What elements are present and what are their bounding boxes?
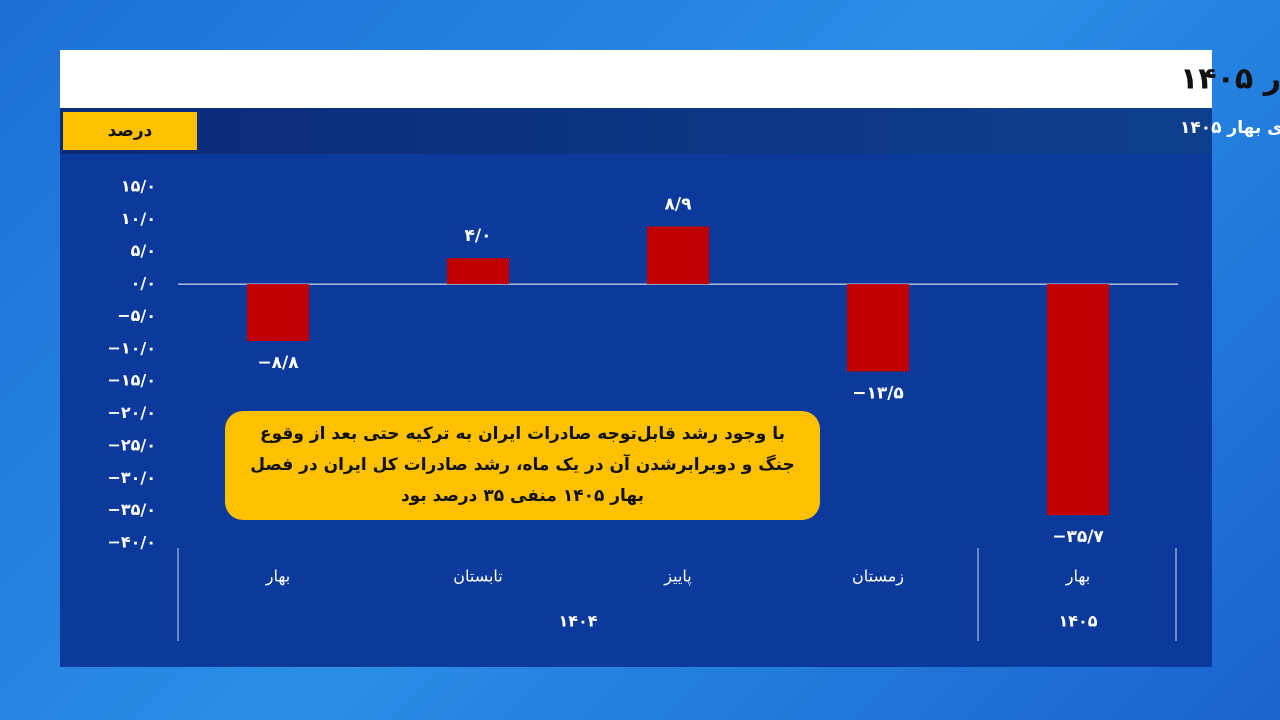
title-bar xyxy=(60,50,1212,108)
chart-subtitle: مرکز آمار – گزارش رشد اقتصادی بهار ۱۴۰۵ xyxy=(1180,116,1280,138)
y-tick-label: ۱۰/۰ xyxy=(121,209,156,228)
value-label: ۴/۰ xyxy=(465,226,492,246)
x-tick-label: پاییز xyxy=(663,567,691,587)
y-tick-label: −۳۵/۰ xyxy=(107,500,156,519)
y-tick-label: −۳۰/۰ xyxy=(107,468,156,487)
subtitle-bar xyxy=(60,108,1212,154)
value-label: −۸/۸ xyxy=(257,353,299,373)
group-label: ۱۴۰۵ xyxy=(1058,612,1097,631)
bar xyxy=(447,258,509,285)
group-label: ۱۴۰۴ xyxy=(558,612,597,631)
y-tick-label: −۲۰/۰ xyxy=(107,403,156,422)
x-tick-label: زمستان xyxy=(852,567,904,587)
chart-title: رشد صادرات تا بهار ۱۴۰۵ xyxy=(1180,62,1280,97)
annotation: با وجود رشد قابل‌توجه صادرات ایران به تر… xyxy=(225,411,820,520)
unit-box xyxy=(63,112,197,150)
unit-label: درصد xyxy=(108,121,153,141)
bar xyxy=(1047,284,1109,516)
y-tick-label: −۱۰/۰ xyxy=(107,338,156,357)
bar xyxy=(647,226,709,285)
x-tick-label: تابستان xyxy=(453,567,503,586)
x-tick-label: بهار xyxy=(1065,567,1090,587)
y-tick-label: ۱۵/۰ xyxy=(121,177,156,196)
y-tick-label: −۲۵/۰ xyxy=(107,435,156,454)
y-tick-label: −۱۵/۰ xyxy=(107,371,156,390)
value-label: −۳۵/۷ xyxy=(1052,527,1104,547)
value-label: −۱۳/۵ xyxy=(852,383,904,403)
y-tick-label: ۵/۰ xyxy=(131,241,156,260)
bar xyxy=(247,284,309,342)
y-tick-label: ۰/۰ xyxy=(131,274,156,293)
y-tick-label: −۴۰/۰ xyxy=(107,533,156,552)
plot-panel xyxy=(60,154,1212,667)
value-label: ۸/۹ xyxy=(665,194,693,214)
x-tick-label: بهار xyxy=(265,567,290,587)
bar xyxy=(847,284,909,372)
y-tick-label: −۵/۰ xyxy=(117,306,156,325)
